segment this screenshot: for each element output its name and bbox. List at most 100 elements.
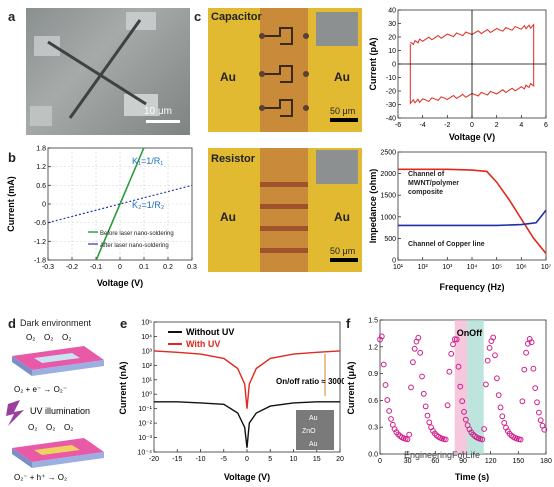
x-tick-label: -20 bbox=[149, 456, 159, 463]
o2-bot-3: O₂ bbox=[64, 423, 73, 432]
data-point bbox=[382, 382, 389, 388]
data-point bbox=[492, 352, 498, 359]
k1-label: K₁=1/R₁ bbox=[132, 156, 163, 166]
y-tick-label: 1500 bbox=[380, 193, 396, 200]
y-tick-label: 0.3 bbox=[368, 425, 378, 432]
f-ylabel: Current (μA) bbox=[346, 361, 356, 414]
data-point bbox=[422, 403, 429, 410]
x-tick-label: 10¹ bbox=[393, 264, 404, 271]
data-point bbox=[519, 398, 526, 405]
data-point bbox=[426, 419, 433, 426]
data-point bbox=[497, 404, 504, 411]
data-point bbox=[494, 375, 500, 382]
au-label-left-2: Au bbox=[220, 210, 236, 224]
series-after bbox=[47, 184, 193, 224]
x-tick-label: -4 bbox=[420, 122, 426, 129]
au-label-right: Au bbox=[334, 70, 350, 84]
watermark: EngineeringForLife bbox=[404, 450, 480, 460]
b-xlabel: Voltage (V) bbox=[97, 278, 143, 288]
y-tick-label: 20 bbox=[388, 35, 396, 42]
scale-bar-bottom bbox=[330, 258, 358, 262]
panel-label-c: c bbox=[194, 9, 202, 24]
e-ylabel: Current (nA) bbox=[118, 362, 128, 415]
y-tick-label: 0 bbox=[42, 202, 46, 209]
x-tick-label: 10⁴ bbox=[467, 264, 478, 271]
y-tick-label: 0 bbox=[392, 62, 396, 69]
data-point bbox=[479, 436, 486, 443]
x-tick-label: -2 bbox=[444, 122, 450, 129]
data-point bbox=[484, 357, 491, 364]
y-tick-label: 40 bbox=[388, 8, 396, 15]
y-tick-label: 0.9 bbox=[368, 371, 378, 378]
uv-icon bbox=[6, 400, 24, 426]
imp-label-copper: Channel of Copper line bbox=[408, 241, 485, 248]
sem-image: 10 μm bbox=[26, 8, 190, 135]
inset-zno: ZnO bbox=[302, 428, 316, 435]
y-tick-label: 1.2 bbox=[36, 164, 46, 171]
o2-top-3: O₂ bbox=[62, 333, 71, 342]
x-tick-label: 90 bbox=[459, 458, 467, 465]
y-tick-label: 10⁻³ bbox=[138, 435, 152, 442]
data-point bbox=[444, 402, 451, 409]
y-tick-label: 10⁻¹ bbox=[138, 406, 152, 413]
y-tick-label: 10 bbox=[388, 48, 396, 55]
series-mwnt bbox=[398, 168, 547, 255]
au-label-right-2: Au bbox=[334, 210, 350, 224]
data-point bbox=[384, 397, 391, 403]
data-point bbox=[455, 363, 462, 370]
data-point bbox=[521, 366, 528, 373]
resistor-image: Resistor Au Au 50 μm bbox=[208, 148, 362, 272]
x-tick-label: 0 bbox=[118, 264, 122, 271]
x-tick-label: 60 bbox=[431, 458, 439, 465]
data-point bbox=[466, 426, 473, 433]
off-region bbox=[467, 320, 484, 454]
x-tick-label: 4 bbox=[519, 122, 523, 129]
x-tick-label: 5 bbox=[268, 456, 272, 463]
data-point bbox=[523, 349, 530, 356]
data-point bbox=[457, 383, 464, 390]
x-tick-label: -0.1 bbox=[90, 264, 102, 271]
chart-b: -0.3 -0.2 -0.1 0 0.1 0.2 0.3 -1.8 -1.2 -0.6 0 0.6 1.… bbox=[6, 146, 197, 289]
imp-ylabel: Impedance (ohm) bbox=[368, 169, 378, 244]
x-tick-label: 120 bbox=[485, 458, 497, 465]
capacitor-label: Capacitor bbox=[211, 11, 262, 23]
inset-image bbox=[296, 410, 334, 450]
x-tick-label: 10⁷ bbox=[541, 264, 552, 271]
chart-f: 0 30 60 90 120 150 180 0.0 0.3 0.6 0.9 1.2 1.5 On Of… bbox=[346, 318, 552, 483]
legend-before: Before laser nano-soldering bbox=[100, 231, 174, 237]
data-point bbox=[391, 426, 398, 432]
data-point bbox=[450, 341, 456, 348]
series-before bbox=[95, 147, 145, 261]
o2-top-1: O₂ bbox=[26, 333, 35, 342]
y-tick-label: -30 bbox=[386, 102, 396, 109]
series-without-uv bbox=[154, 401, 340, 448]
y-tick-label: 0.6 bbox=[368, 398, 378, 405]
data-point bbox=[395, 431, 402, 438]
x-tick-label: 6 bbox=[544, 122, 548, 129]
data-point bbox=[386, 408, 392, 414]
data-point bbox=[388, 416, 394, 422]
x-tick-label: 150 bbox=[512, 458, 524, 465]
cv-ylabel: Current (pA) bbox=[368, 38, 378, 91]
scale-bar bbox=[146, 120, 180, 123]
dark-label: Dark environment bbox=[20, 318, 92, 328]
data-point bbox=[408, 384, 414, 391]
capacitor-image: Capacitor Au Au 50 μm bbox=[208, 8, 362, 132]
y-tick-label: 2000 bbox=[380, 171, 396, 178]
data-point bbox=[411, 345, 418, 352]
x-tick-label: -15 bbox=[172, 456, 182, 463]
data-point bbox=[528, 339, 535, 346]
o2-bot-1: O₂ bbox=[28, 423, 37, 432]
x-tick-label: 15 bbox=[313, 456, 321, 463]
k2-label: K₂=1/R₂ bbox=[132, 200, 165, 210]
series-with-uv bbox=[153, 350, 341, 409]
f-xlabel: Time (s) bbox=[455, 472, 489, 482]
y-tick-label: 30 bbox=[388, 21, 396, 28]
x-tick-label: 10³ bbox=[442, 264, 453, 271]
data-point bbox=[462, 416, 469, 423]
data-point bbox=[532, 385, 539, 391]
panel-label-f: f bbox=[346, 316, 351, 331]
data-point bbox=[410, 359, 416, 366]
e-xlabel: Voltage (V) bbox=[224, 472, 270, 482]
